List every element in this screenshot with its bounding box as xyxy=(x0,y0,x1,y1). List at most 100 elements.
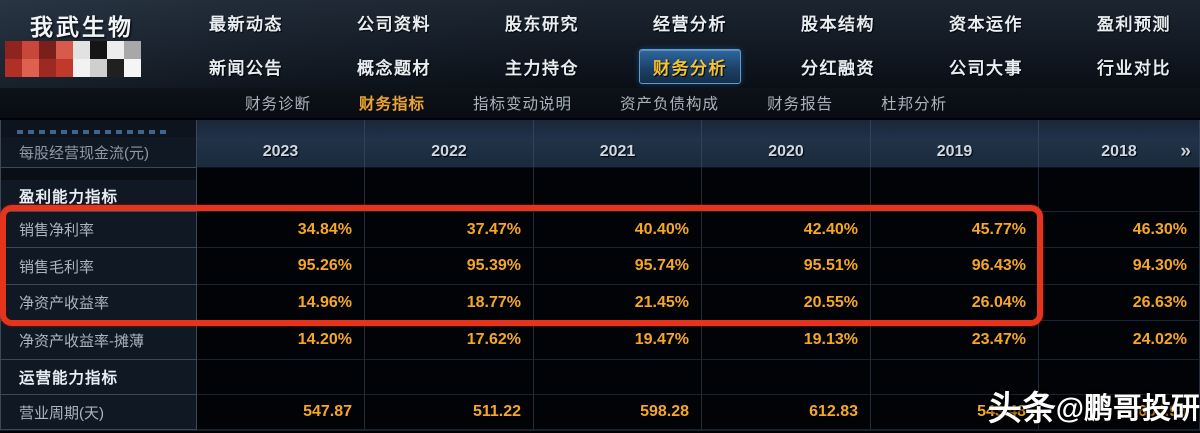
value-4-2023: 14.20% xyxy=(197,321,365,360)
table-row: 销售净利率 34.84% 37.47% 40.40% 42.40% 45.77% 46.30… xyxy=(0,212,1200,248)
value-5-2019 xyxy=(871,360,1039,395)
table-row: 每股经营现金流(元) 2023 2022 2021 2020 2019 2018» xyxy=(0,137,1200,168)
nav-item-row1-0[interactable]: 最新动态 xyxy=(209,14,283,34)
table-bottom-clip xyxy=(0,430,1200,433)
nav-item-row2-4[interactable]: 分红融资 xyxy=(801,58,875,78)
nav-item-row2-1[interactable]: 概念题材 xyxy=(357,58,431,78)
row-label-2: 销售毛利率 xyxy=(0,248,197,285)
censored-stock-info xyxy=(5,41,141,77)
value-4-2019: 23.47% xyxy=(871,321,1039,360)
value-0-2021 xyxy=(534,180,702,212)
row-label-4: 净资产收益率-摊薄 xyxy=(0,321,197,360)
nav-item-row2-2[interactable]: 主力持仓 xyxy=(505,58,579,78)
nav-item-row1-2[interactable]: 股东研究 xyxy=(505,14,579,34)
mosaic-pixel xyxy=(5,59,22,77)
value-3-2019: 26.04% xyxy=(871,285,1039,321)
clipped-row-label xyxy=(0,120,197,137)
finance-subnav: 财务诊断 财务指标 指标变动说明 资产负债构成 财务报告 杜邦分析 xyxy=(0,88,1200,120)
year-header-2018: 2018» xyxy=(1039,137,1200,168)
mosaic-pixel xyxy=(107,41,124,59)
subnav-item-5[interactable]: 杜邦分析 xyxy=(881,96,948,113)
nav-item-row1-4[interactable]: 股本结构 xyxy=(801,14,875,34)
year-header-2019: 2019 xyxy=(871,137,1039,168)
value-2-2020: 95.51% xyxy=(702,248,871,285)
subnav-item-4[interactable]: 财务报告 xyxy=(767,96,834,113)
nav-item-row2-3[interactable]: 财务分析 xyxy=(639,48,741,84)
main-nav: 最新动态 公司资料 股东研究 经营分析 股本结构 资本运作 盈利预测新闻公告 概念题材 主力持仓… xyxy=(172,0,1200,88)
financial-indicators-table: 每股经营现金流(元) 2023 2022 2021 2020 2019 2018» 盈利能力指… xyxy=(0,120,1200,433)
value-1-2023: 34.84% xyxy=(197,212,365,248)
year-header-top xyxy=(871,120,1039,137)
value-5-2018 xyxy=(1039,360,1200,395)
value-2-2022: 95.39% xyxy=(365,248,534,285)
value-6-2022: 511.22 xyxy=(365,395,534,430)
value-1-2021: 40.40% xyxy=(534,212,702,248)
table-row: 运营能力指标 xyxy=(0,360,1200,395)
gap-row-cell xyxy=(1039,168,1200,180)
value-6-2023: 547.87 xyxy=(197,395,365,430)
year-header-top xyxy=(365,120,534,137)
value-5-2020 xyxy=(702,360,871,395)
value-1-2022: 37.47% xyxy=(365,212,534,248)
value-2-2019: 96.43% xyxy=(871,248,1039,285)
gap-row-cell xyxy=(534,168,702,180)
subnav-item-1[interactable]: 财务指标 xyxy=(359,96,426,113)
value-6-2018: 604.95 xyxy=(1039,395,1200,430)
value-0-2020 xyxy=(702,180,871,212)
mosaic-pixel xyxy=(73,59,90,77)
mosaic-pixel xyxy=(124,59,141,77)
mosaic-pixel xyxy=(56,59,73,77)
value-4-2020: 19.13% xyxy=(702,321,871,360)
nav-item-row1-5[interactable]: 资本运作 xyxy=(949,14,1023,34)
table-row: 盈利能力指标 xyxy=(0,180,1200,212)
table-row xyxy=(0,120,1200,137)
nav-item-row2-6[interactable]: 行业对比 xyxy=(1097,58,1171,78)
row-label-3: 净资产收益率 xyxy=(0,285,197,321)
table-row: 净资产收益率-摊薄 14.20% 17.62% 19.47% 19.13% 23.47% 2… xyxy=(0,321,1200,360)
value-1-2019: 45.77% xyxy=(871,212,1039,248)
value-5-2022 xyxy=(365,360,534,395)
year-header-top xyxy=(702,120,871,137)
mosaic-pixel xyxy=(56,41,73,59)
mosaic-pixel xyxy=(39,41,56,59)
mosaic-pixel xyxy=(22,41,39,59)
subnav-item-3[interactable]: 资产负债构成 xyxy=(620,96,720,113)
table-row xyxy=(0,168,1200,180)
nav-item-row1-1[interactable]: 公司资料 xyxy=(357,14,431,34)
top-navigation-bar: 我武生物 最新动态 公司资料 股东研究 经营分析 股本结构 资本运作 盈利预测新闻公告 概念题… xyxy=(0,0,1200,89)
mosaic-pixel xyxy=(22,59,39,77)
company-name: 我武生物 xyxy=(30,14,134,40)
nav-item-row2-5[interactable]: 公司大事 xyxy=(949,58,1023,78)
value-0-2019 xyxy=(871,180,1039,212)
clipped-text-remnant xyxy=(17,130,167,134)
table-row: 净资产收益率 14.96% 18.77% 21.45% 20.55% 26.04% 26.6… xyxy=(0,285,1200,321)
row-label-6: 营业周期(天) xyxy=(0,395,197,430)
table-row: 营业周期(天) 547.87 511.22 598.28 612.83 543.48 604… xyxy=(0,395,1200,430)
value-4-2021: 19.47% xyxy=(534,321,702,360)
row-label-5: 运营能力指标 xyxy=(0,360,197,395)
value-3-2022: 18.77% xyxy=(365,285,534,321)
year-header-top xyxy=(197,120,365,137)
mosaic-pixel xyxy=(90,59,107,77)
value-5-2023 xyxy=(197,360,365,395)
value-6-2020: 612.83 xyxy=(702,395,871,430)
subnav-item-2[interactable]: 指标变动说明 xyxy=(473,96,573,113)
gap-row-cell xyxy=(702,168,871,180)
mosaic-pixel xyxy=(39,59,56,77)
nav-item-row1-6[interactable]: 盈利预测 xyxy=(1097,14,1171,34)
nav-item-row2-0[interactable]: 新闻公告 xyxy=(209,58,283,78)
mosaic-pixel xyxy=(90,41,107,59)
year-header-2023: 2023 xyxy=(197,137,365,168)
more-years-icon[interactable]: » xyxy=(1180,141,1191,162)
year-header-2020: 2020 xyxy=(702,137,871,168)
value-2-2023: 95.26% xyxy=(197,248,365,285)
subnav-item-0[interactable]: 财务诊断 xyxy=(245,96,312,113)
nav-item-row1-3[interactable]: 经营分析 xyxy=(653,14,727,34)
row-label-1: 销售净利率 xyxy=(0,212,197,248)
gap-row-cell xyxy=(871,168,1039,180)
year-header-top xyxy=(1039,120,1200,137)
gap-row-cell xyxy=(365,168,534,180)
value-3-2020: 20.55% xyxy=(702,285,871,321)
value-3-2021: 21.45% xyxy=(534,285,702,321)
